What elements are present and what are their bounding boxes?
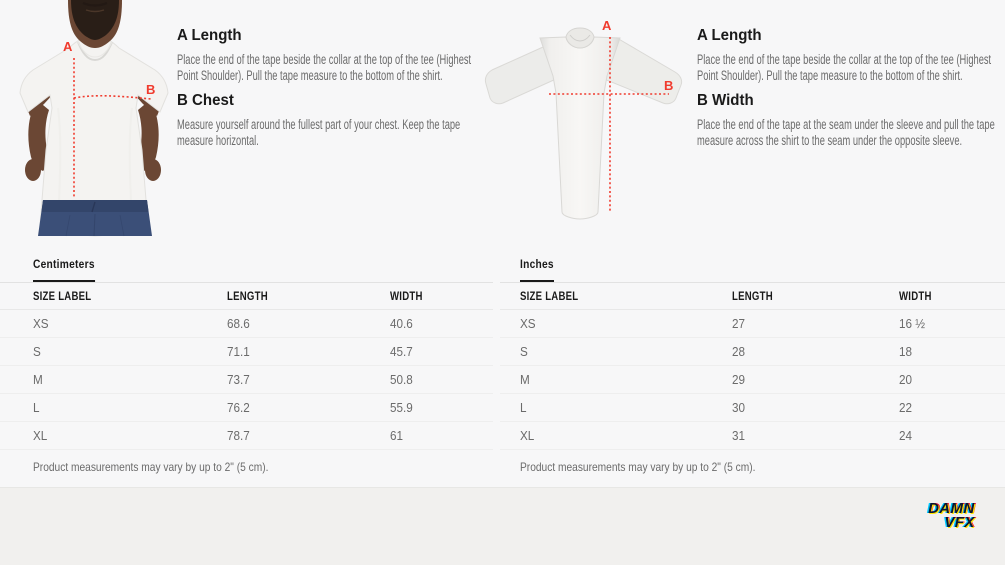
- svg-text:B: B: [146, 82, 155, 97]
- svg-text:A: A: [63, 39, 73, 54]
- svg-text:A: A: [602, 18, 612, 33]
- svg-text:B: B: [664, 78, 673, 93]
